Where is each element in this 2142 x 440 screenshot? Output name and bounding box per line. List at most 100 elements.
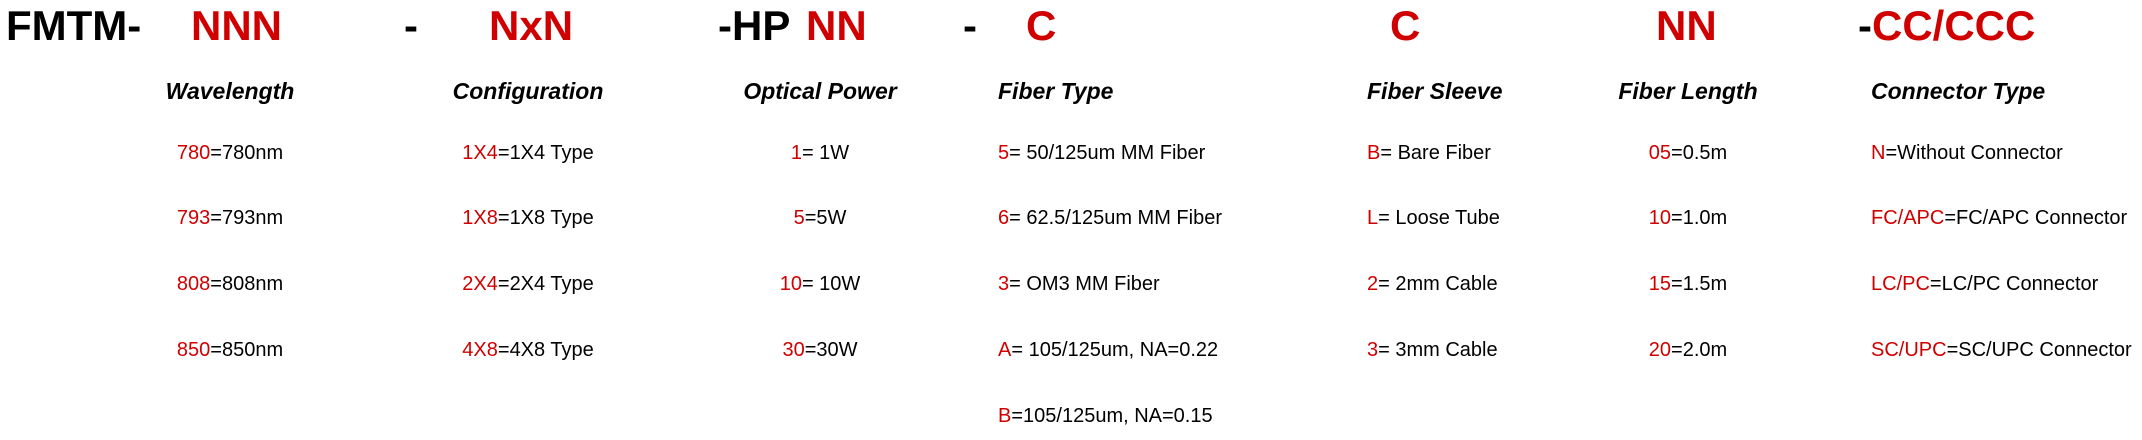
option-item: 6= 62.5/125um MM Fiber [998, 205, 1222, 231]
heading-configuration: Configuration [452, 78, 604, 104]
option-item: 3= 3mm Cable [1367, 337, 1498, 363]
code-prefix: FMTM- [6, 2, 142, 49]
option-description: =2X4 Type [497, 273, 594, 295]
option-code: 3 [998, 273, 1010, 295]
option-item: 1X8=1X8 Type [462, 205, 593, 231]
option-item: N=Without Connector [1871, 140, 2063, 166]
option-code: 808 [176, 273, 211, 295]
option-description: =850nm [210, 339, 284, 361]
option-description: =LC/PC Connector [1929, 273, 2099, 295]
option-item: 10=1.0m [1649, 205, 1727, 231]
heading-fiber-length: Fiber Length [1618, 78, 1758, 104]
option-description: =5W [804, 207, 847, 229]
code-separator: - [404, 2, 418, 49]
option-code: LC/PC [1871, 273, 1930, 295]
option-code: 05 [1648, 142, 1672, 164]
option-code: 1X4 [462, 142, 498, 164]
option-item: 850=850nm [177, 337, 283, 363]
option-item: B= Bare Fiber [1367, 140, 1491, 166]
option-description: =105/125um, NA=0.15 [1011, 405, 1213, 427]
option-code: A [998, 339, 1012, 361]
option-item: A= 105/125um, NA=0.22 [998, 337, 1218, 363]
option-item: 10= 10W [780, 271, 861, 297]
option-code: SC/UPC [1871, 339, 1947, 361]
code-power: NN [806, 2, 867, 49]
option-item: LC/PC=LC/PC Connector [1871, 271, 2098, 297]
option-description: = Loose Tube [1378, 207, 1500, 229]
heading-optical-power: Optical Power [743, 78, 897, 104]
option-description: =1.5m [1671, 273, 1728, 295]
option-item: L= Loose Tube [1367, 205, 1500, 231]
option-description: = 3mm Cable [1378, 339, 1498, 361]
option-code: 5 [998, 142, 1010, 164]
heading-fiber-sleeve: Fiber Sleeve [1367, 78, 1503, 104]
option-description: =793nm [210, 207, 284, 229]
option-description: =780nm [210, 142, 284, 164]
option-description: = 2mm Cable [1378, 273, 1498, 295]
option-item: 5= 50/125um MM Fiber [998, 140, 1205, 166]
code-fiber-length: NN [1656, 2, 1717, 49]
option-description: =FC/APC Connector [1944, 207, 2128, 229]
heading-wavelength: Wavelength [165, 78, 295, 104]
option-code: L [1367, 207, 1379, 229]
code-fiber-sleeve: C [1390, 2, 1421, 49]
code-hp-prefix: -HP [718, 2, 791, 49]
option-description: =1X8 Type [497, 207, 594, 229]
option-code: 15 [1648, 273, 1672, 295]
option-description: =Without Connector [1885, 142, 2063, 164]
option-item: 5=5W [794, 205, 847, 231]
option-item: 4X8=4X8 Type [462, 337, 593, 363]
option-item: SC/UPC=SC/UPC Connector [1871, 337, 2132, 363]
option-description: = 62.5/125um MM Fiber [1009, 207, 1222, 229]
option-code: 1X8 [462, 207, 498, 229]
option-description: = 50/125um MM Fiber [1009, 142, 1206, 164]
option-code: 10 [779, 273, 802, 295]
code-configuration: NxN [489, 2, 574, 49]
option-item: 808=808nm [177, 271, 283, 297]
option-item: 2= 2mm Cable [1367, 271, 1498, 297]
option-code: 10 [1648, 207, 1672, 229]
option-item: 20=2.0m [1649, 337, 1727, 363]
option-code: 20 [1648, 339, 1672, 361]
option-code: 850 [176, 339, 211, 361]
option-description: =SC/UPC Connector [1946, 339, 2132, 361]
option-item: 30=30W [782, 337, 857, 363]
code-separator: - [963, 2, 977, 49]
option-code: 793 [176, 207, 211, 229]
option-code: 2X4 [462, 273, 498, 295]
option-item: 793=793nm [177, 205, 283, 231]
code-connector: CC/CCC [1872, 2, 2036, 49]
option-description: =1X4 Type [497, 142, 594, 164]
option-code: 6 [998, 207, 1010, 229]
option-code: 1 [790, 142, 802, 164]
option-description: = 10W [801, 273, 861, 295]
code-connector-prefix: - [1858, 2, 1872, 49]
option-item: 1X4=1X4 Type [462, 140, 593, 166]
option-item: B=105/125um, NA=0.15 [998, 403, 1213, 429]
code-fiber-type: C [1026, 2, 1057, 49]
option-description: =4X8 Type [497, 339, 594, 361]
option-item: 15=1.5m [1649, 271, 1727, 297]
option-description: =1.0m [1671, 207, 1728, 229]
option-description: =2.0m [1671, 339, 1728, 361]
option-code: 5 [793, 207, 805, 229]
option-code: 2 [1367, 273, 1379, 295]
option-item: 3= OM3 MM Fiber [998, 271, 1160, 297]
option-code: 3 [1367, 339, 1379, 361]
option-item: 2X4=2X4 Type [462, 271, 593, 297]
option-description: = Bare Fiber [1380, 142, 1491, 164]
option-code: 780 [176, 142, 211, 164]
option-code: 30 [782, 339, 805, 361]
option-description: =0.5m [1671, 142, 1728, 164]
option-item: 780=780nm [177, 140, 283, 166]
option-item: 1= 1W [791, 140, 849, 166]
option-description: = 105/125um, NA=0.22 [1011, 339, 1219, 361]
heading-fiber-type: Fiber Type [998, 78, 1114, 104]
option-code: 4X8 [462, 339, 498, 361]
option-code: FC/APC [1871, 207, 1945, 229]
option-description: =30W [804, 339, 858, 361]
option-item: FC/APC=FC/APC Connector [1871, 205, 2127, 231]
option-code: N [1871, 142, 1886, 164]
option-code: B [1367, 142, 1381, 164]
option-description: = OM3 MM Fiber [1009, 273, 1160, 295]
